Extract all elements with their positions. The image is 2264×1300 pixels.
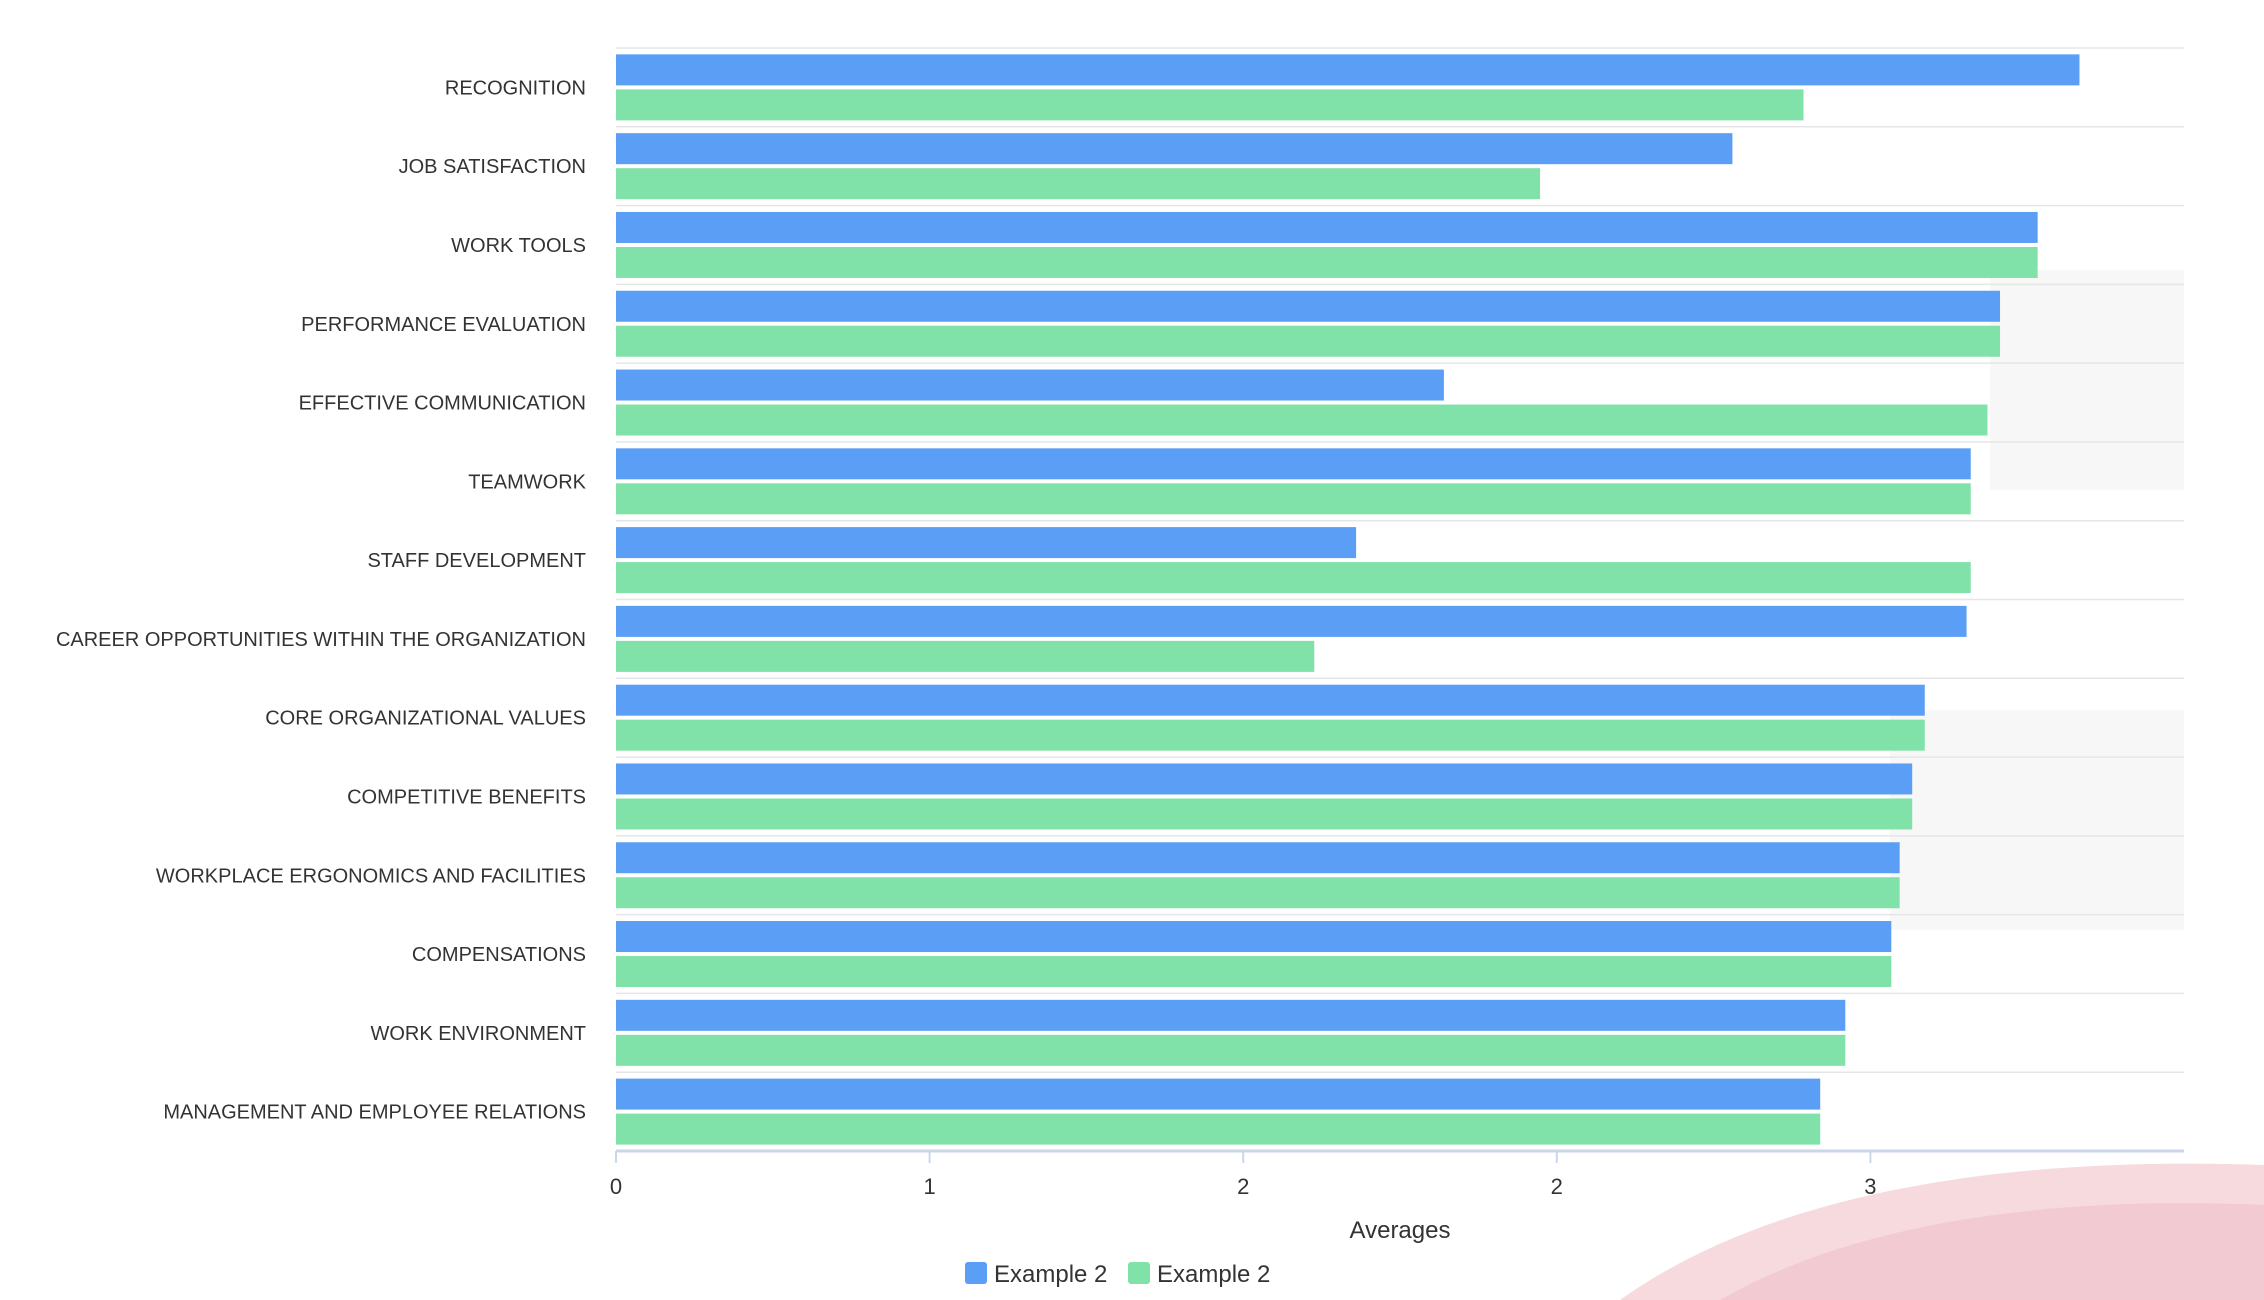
- legend-label: Example 2: [1157, 1261, 1270, 1288]
- category-labels: RECOGNITION JOB SATISFACTION WORK TOOLS PER…: [56, 77, 587, 1123]
- x-tick-label: 2: [1237, 1174, 1249, 1199]
- category-label: WORK ENVIRONMENT: [370, 1023, 586, 1045]
- category-label: CAREER OPPORTUNITIES WITHIN THE ORGANIZA…: [56, 629, 586, 651]
- x-tick-label: 0: [610, 1174, 622, 1199]
- bar-series-2: [616, 640, 1315, 672]
- bar-series-2: [616, 719, 1925, 751]
- legend-item-series-2[interactable]: Example 2: [1128, 1261, 1270, 1288]
- category-label: JOB SATISFACTION: [399, 156, 586, 178]
- category-label: WORKPLACE ERGONOMICS AND FACILITIES: [156, 865, 586, 887]
- x-tick-label: 1: [923, 1174, 935, 1199]
- bar-series-2: [616, 877, 1900, 909]
- legend-label: Example 2: [994, 1261, 1107, 1288]
- gridlines: [616, 47, 2184, 1073]
- bar-series-2: [616, 956, 1892, 988]
- plot-band: [1890, 710, 2184, 930]
- bar-series-1: [616, 684, 1925, 716]
- category-label: EFFECTIVE COMMUNICATION: [299, 393, 586, 415]
- bar-series-2: [616, 325, 2001, 357]
- bar-series-1: [616, 133, 1733, 165]
- x-axis-ticks: 0 1 2 2 3: [610, 1151, 1877, 1199]
- legend: Example 2 Example 2: [965, 1261, 1270, 1288]
- bar-series-2: [616, 404, 1988, 436]
- category-label: STAFF DEVELOPMENT: [367, 550, 586, 572]
- bar-series-2: [616, 562, 1971, 594]
- bar-series-1: [616, 763, 1913, 795]
- category-label: WORK TOOLS: [451, 235, 586, 257]
- category-label: CORE ORGANIZATIONAL VALUES: [265, 708, 586, 730]
- bar-series-2: [616, 1113, 1821, 1145]
- category-label: PERFORMANCE EVALUATION: [301, 314, 586, 336]
- decorative-wave-inner: [1720, 1203, 2264, 1300]
- bar-series-1: [616, 999, 1846, 1031]
- category-label: RECOGNITION: [445, 77, 586, 99]
- x-tick-label: 3: [1864, 1174, 1876, 1199]
- bar-series-2: [616, 483, 1971, 515]
- bar-series-2: [616, 1034, 1846, 1066]
- bar-series-1: [616, 1078, 1821, 1110]
- bar-series-1: [616, 921, 1892, 953]
- legend-swatch: [965, 1262, 987, 1284]
- bar-series-2: [616, 168, 1541, 200]
- bar-series-2: [616, 246, 2038, 278]
- bar-series-1: [616, 448, 1971, 480]
- x-axis-title: Averages: [1350, 1217, 1451, 1244]
- bar-series-1: [616, 211, 2038, 243]
- plot-bands: [1890, 270, 2184, 930]
- bar-series-2: [616, 798, 1913, 830]
- bar-series-1: [616, 290, 2001, 322]
- plot-band: [1990, 270, 2184, 490]
- category-label: MANAGEMENT AND EMPLOYEE RELATIONS: [163, 1102, 586, 1124]
- x-tick-label: 2: [1551, 1174, 1563, 1199]
- category-label: COMPENSATIONS: [412, 944, 586, 966]
- bars: [616, 54, 2080, 1145]
- bar-series-1: [616, 842, 1900, 874]
- bar-series-1: [616, 527, 1357, 559]
- legend-swatch: [1128, 1262, 1150, 1284]
- category-label: COMPETITIVE BENEFITS: [347, 786, 586, 808]
- legend-item-series-1[interactable]: Example 2: [965, 1261, 1107, 1288]
- bar-series-1: [616, 54, 2080, 86]
- bar-series-1: [616, 605, 1967, 637]
- category-label: TEAMWORK: [468, 471, 586, 493]
- bar-series-2: [616, 89, 1804, 121]
- bar-series-1: [616, 369, 1444, 401]
